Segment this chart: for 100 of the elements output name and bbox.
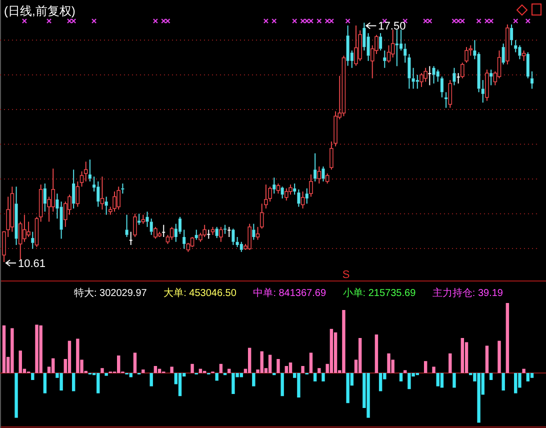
bar	[14, 373, 18, 418]
candlestick	[280, 186, 284, 199]
bar	[526, 373, 530, 382]
bar	[297, 373, 300, 398]
bar	[60, 373, 63, 390]
bar	[346, 373, 350, 404]
bar	[358, 338, 362, 373]
bar	[489, 373, 493, 380]
bar	[252, 373, 256, 386]
candlestick	[436, 69, 440, 82]
bar	[276, 359, 280, 373]
candlestick	[322, 166, 325, 182]
candlestick	[317, 166, 322, 184]
bar	[10, 328, 14, 373]
bar	[387, 353, 390, 373]
candlestick	[264, 184, 268, 210]
candlestick	[428, 66, 432, 86]
candlestick	[219, 226, 223, 242]
candlestick	[404, 43, 407, 64]
annotation: 17.50	[378, 20, 406, 33]
bar	[514, 373, 518, 394]
bar	[530, 373, 534, 378]
candlestick	[121, 183, 124, 194]
text: 小单: 215735.69	[342, 287, 416, 299]
bar	[284, 366, 288, 373]
bar	[464, 342, 468, 373]
bar	[248, 348, 252, 373]
bar	[452, 373, 456, 388]
candlestick	[100, 176, 104, 210]
bar	[117, 356, 120, 373]
candlestick	[116, 186, 121, 210]
candlestick	[10, 186, 14, 232]
text: 大单: 453046.50	[164, 287, 237, 299]
text: 主力持仓: 39.19	[432, 287, 504, 299]
annotation: 10.61	[18, 258, 46, 270]
bar	[301, 366, 304, 373]
candlestick	[481, 80, 484, 104]
candlestick	[14, 186, 18, 246]
bar	[190, 364, 194, 373]
bar	[522, 368, 526, 373]
bar	[404, 370, 407, 373]
bar	[96, 373, 100, 394]
candlestick	[383, 50, 386, 68]
bar	[260, 351, 264, 373]
candlestick	[84, 161, 88, 182]
text: S	[342, 269, 350, 281]
bar	[268, 354, 272, 373]
candlestick	[194, 229, 198, 240]
bar	[318, 368, 321, 373]
candlestick	[432, 66, 436, 84]
candlestick	[314, 152, 317, 182]
bar	[330, 328, 334, 373]
bar	[378, 373, 382, 392]
candlestick	[182, 229, 186, 250]
bar	[313, 373, 317, 382]
bar	[502, 373, 505, 390]
bar	[374, 334, 378, 373]
candlestick	[272, 177, 276, 194]
bar	[170, 366, 174, 373]
candlestick	[346, 25, 350, 66]
bar	[215, 373, 218, 381]
candlestick	[51, 168, 56, 212]
bar	[232, 373, 235, 394]
candlestick	[240, 241, 243, 252]
bar	[477, 373, 480, 423]
candlestick	[252, 223, 256, 240]
text: 特大: 302029.97	[74, 287, 148, 299]
bar	[288, 362, 292, 373]
bar	[408, 373, 411, 390]
bar	[100, 368, 104, 373]
candlestick	[305, 188, 308, 204]
candlestick	[31, 231, 34, 250]
candlestick	[96, 180, 100, 208]
bar	[436, 373, 440, 386]
candlestick	[104, 196, 108, 216]
candlestick	[514, 40, 518, 53]
bar	[52, 358, 55, 373]
candlestick	[440, 76, 444, 98]
text: 中单: 841367.69	[253, 287, 326, 299]
candlestick	[530, 70, 534, 90]
bar	[432, 366, 436, 373]
candlestick	[125, 214, 128, 238]
bar	[506, 303, 510, 373]
candlestick	[416, 74, 419, 90]
bar	[142, 370, 145, 373]
bar	[448, 353, 452, 373]
bar	[72, 373, 76, 392]
candlestick	[236, 236, 239, 248]
bar	[334, 332, 338, 373]
candlestick	[232, 228, 235, 246]
bar	[440, 373, 444, 388]
bar	[18, 350, 22, 373]
bar	[309, 352, 313, 373]
candlestick	[60, 201, 63, 240]
candlestick	[490, 69, 493, 86]
bar	[150, 373, 153, 386]
candlestick	[72, 169, 76, 210]
bar	[280, 373, 284, 396]
candlestick	[22, 214, 26, 242]
candlestick	[43, 183, 46, 212]
